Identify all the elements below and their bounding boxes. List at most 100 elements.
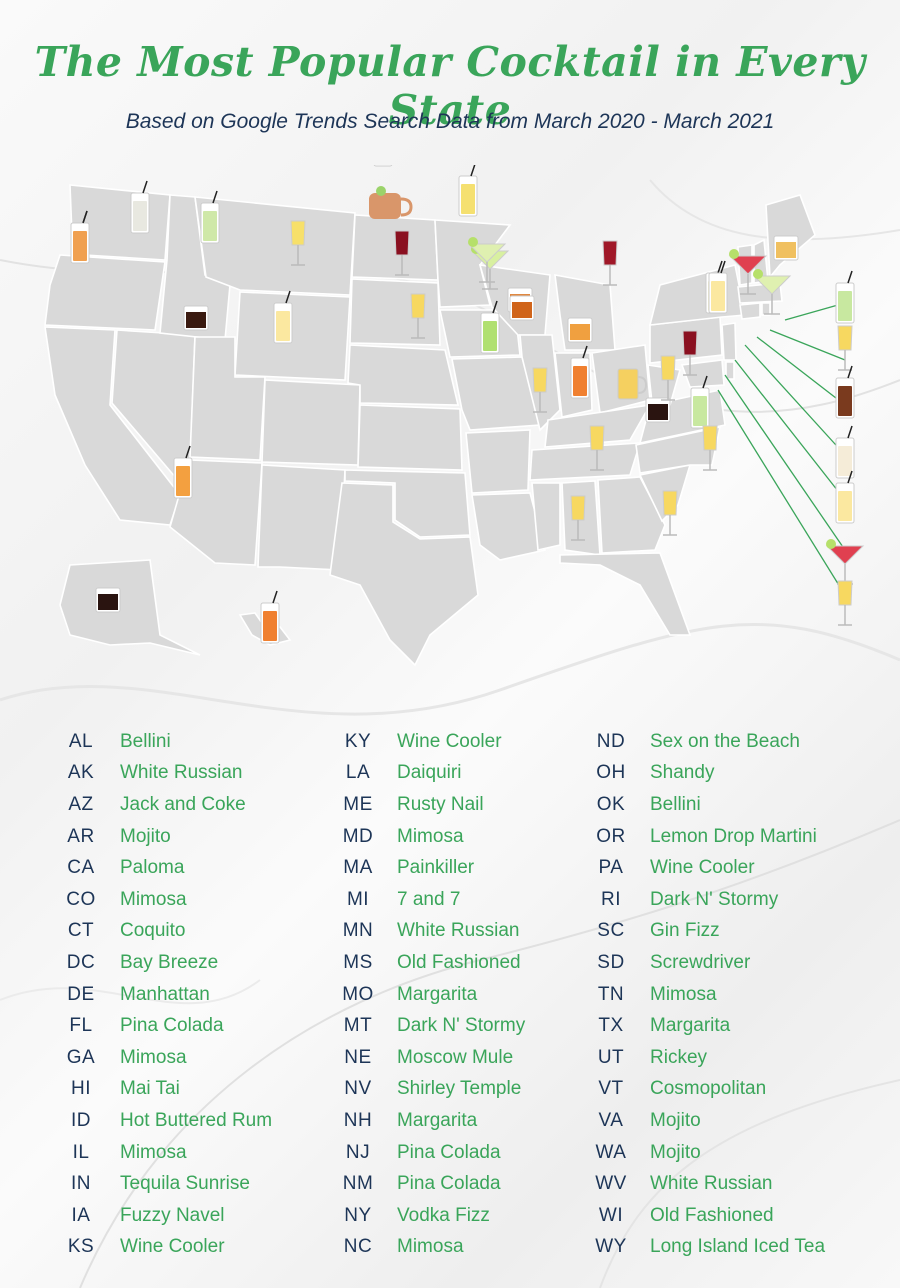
legend-row-or: OR Lemon Drop Martini [588,821,825,853]
margarita-glass-icon [752,269,792,315]
legend-row-md: MD Mimosa [335,821,525,853]
state-abbreviation: OR [596,825,626,847]
legend-row-tx: TX Margarita [588,1010,825,1042]
legend-row-ia: IA Fuzzy Navel [58,1200,272,1232]
state-ks [357,404,463,471]
flute-glass-icon [570,495,586,541]
legend-row-nh: NH Margarita [335,1105,525,1137]
legend-row-vt: VT Cosmopolitan [588,1074,825,1106]
state-or [44,254,166,331]
state-ct [739,302,761,320]
flute-glass-icon [837,325,853,371]
state-abbreviation: VT [598,1078,624,1100]
flute-glass-icon [837,580,853,626]
moscow-mule-glass-icon [369,186,413,219]
legend-row-mo: MO Margarita [335,979,525,1011]
legend-row-mn: MN White Russian [335,916,525,948]
state-abbreviation: WI [598,1204,624,1226]
cocktail-name: Paloma [120,857,185,879]
state-mo [451,356,542,431]
rocks-glass-icon [509,295,535,321]
collins-glass-icon [835,365,855,419]
cocktail-name: Manhattan [120,983,210,1005]
state-abbreviation: DE [67,983,95,1005]
cocktail-name: Old Fashioned [397,951,521,973]
cocktail-name: Old Fashioned [650,1204,774,1226]
legend-row-in: IN Tequila Sunrise [58,1168,272,1200]
cocktail-name: Mojito [650,1109,701,1131]
legend-row-oh: OH Shandy [588,758,825,790]
state-ak [59,559,201,656]
state-abbreviation: MA [343,857,373,879]
legend-row-ar: AR Mojito [58,821,272,853]
state-abbreviation: ME [343,793,373,815]
state-abbreviation: MN [342,920,374,942]
collins-glass-icon [690,375,710,429]
rocks-glass-icon [183,305,209,331]
cocktail-name: Shirley Temple [397,1078,522,1100]
legend-row-nc: NC Mimosa [335,1232,525,1264]
state-de [725,361,735,380]
cocktail-name: Mimosa [397,825,464,847]
state-abbreviation: OK [596,793,626,815]
cocktail-name: Fuzzy Navel [120,1204,225,1226]
state-abbreviation: NM [342,1173,374,1195]
state-abbreviation: ID [71,1109,91,1131]
legend-row-sd: SD Screwdriver [588,947,825,979]
legend-row-va: VA Mojito [588,1105,825,1137]
flute-glass-icon [589,425,605,471]
state-ne [347,344,460,406]
cocktail-name: Margarita [650,1015,731,1037]
cocktail-name: Mimosa [397,1236,464,1258]
state-abbreviation: RI [601,888,621,910]
cocktail-name: Vodka Fizz [397,1204,490,1226]
state-abbreviation: OH [596,762,626,784]
legend-row-de: DE Manhattan [58,979,272,1011]
wine-glass-icon [682,330,698,376]
legend-row-id: ID Hot Buttered Rum [58,1105,272,1137]
legend-row-al: AL Bellini [58,726,272,758]
cocktail-name: Hot Buttered Rum [120,1109,273,1131]
collins-glass-icon [373,165,393,167]
cocktail-name: Bellini [120,730,171,752]
collins-glass-icon [570,345,590,399]
cocktail-name: Mimosa [120,888,187,910]
flute-glass-icon [290,220,306,266]
legend-column-1: AL Bellini AK White Russian AZ Jack and Coke A… [58,726,272,1263]
state-abbreviation: MT [343,1015,373,1037]
collins-glass-icon [835,425,855,479]
flute-glass-icon [532,367,548,413]
cocktail-icons [70,165,865,644]
state-ar [465,429,531,494]
cocktail-name: Bay Breeze [120,951,219,973]
legend-row-nm: NM Pina Colada [335,1168,525,1200]
legend-row-ma: MA Painkiller [335,852,525,884]
state-sd [349,278,441,346]
collins-glass-icon [835,270,855,324]
state-shapes [44,184,816,667]
cocktail-name: Mai Tai [120,1078,180,1100]
cocktail-name: Shandy [650,762,715,784]
legend-column-2: KY Wine Cooler LA Daiquiri ME Rusty Nail MD Mim… [335,726,525,1263]
collins-glass-icon [480,300,500,354]
legend-row-ri: RI Dark N' Stormy [588,884,825,916]
cocktail-name: Rickey [650,1046,708,1068]
state-tx [329,482,479,667]
cocktail-name: Mimosa [650,983,717,1005]
legend-row-pa: PA Wine Cooler [588,852,825,884]
flute-glass-icon [410,293,426,339]
legend-row-ne: NE Moscow Mule [335,1042,525,1074]
state-abbreviation: CO [66,888,96,910]
state-abbreviation: WY [595,1236,627,1258]
state-ga [597,476,666,554]
state-abbreviation: IN [71,1173,91,1195]
state-abbreviation: TN [597,983,625,1005]
state-abbreviation: AL [68,730,94,752]
legend-row-tn: TN Mimosa [588,979,825,1011]
state-abbreviation: WA [595,1141,627,1163]
legend-row-la: LA Daiquiri [335,758,525,790]
state-abbreviation: ND [596,730,626,752]
legend-row-mi: MI 7 and 7 [335,884,525,916]
state-abbreviation: PA [598,857,624,879]
state-abbreviation: NJ [345,1141,371,1163]
